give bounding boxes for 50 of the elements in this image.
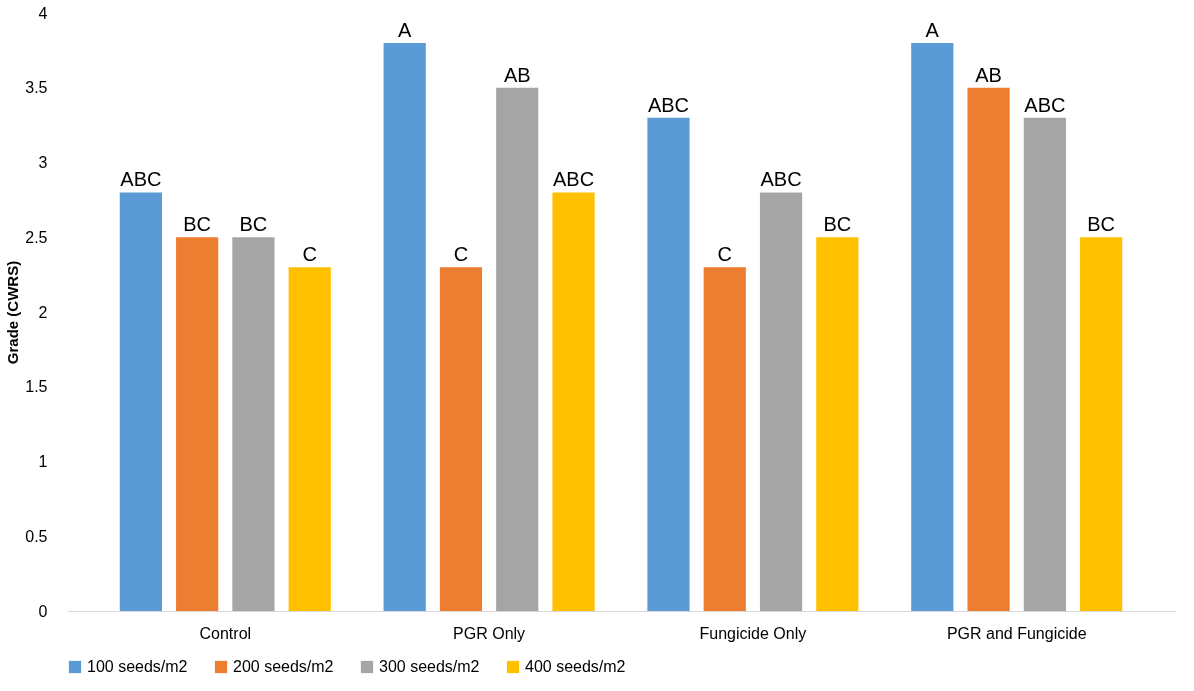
bar <box>496 87 539 611</box>
legend-label: 400 seeds/m2 <box>525 658 626 675</box>
data-label: BC <box>1087 213 1116 236</box>
data-label: ABC <box>760 168 802 191</box>
data-label: C <box>717 243 732 266</box>
y-tick-label: 4 <box>38 4 48 22</box>
bar <box>232 237 275 611</box>
data-label: A <box>398 18 412 41</box>
bar <box>1023 117 1066 611</box>
y-tick-label: 3.5 <box>25 79 48 97</box>
bar <box>911 42 954 611</box>
legend-label: 100 seeds/m2 <box>87 658 188 675</box>
y-tick-label: 3 <box>38 154 48 171</box>
bar <box>176 237 219 611</box>
data-label: AB <box>503 63 531 86</box>
bar <box>552 192 595 611</box>
bar <box>1080 237 1123 611</box>
y-tick-label: 0.5 <box>25 527 48 545</box>
x-tick-label: PGR and Fungicide <box>946 624 1087 642</box>
data-label: ABC <box>552 168 595 191</box>
legend-label: 300 seeds/m2 <box>379 658 480 675</box>
data-label: BC <box>183 213 212 236</box>
data-label: BC <box>239 213 268 236</box>
data-label: A <box>925 18 940 41</box>
data-label: ABC <box>120 168 162 191</box>
bar <box>119 192 162 611</box>
bar <box>439 267 483 611</box>
x-tick-label: Control <box>199 624 252 642</box>
data-label: C <box>453 243 469 266</box>
y-axis-title: Grade (CWRS) <box>4 260 22 365</box>
data-label: ABC <box>647 93 690 116</box>
y-tick-label: 1.5 <box>25 378 48 396</box>
y-tick-label: 1 <box>38 453 48 470</box>
y-tick-label: 0 <box>38 602 48 620</box>
bar <box>759 192 803 611</box>
bar <box>967 87 1010 611</box>
x-tick-label: Fungicide Only <box>699 624 807 642</box>
bar <box>647 117 690 611</box>
y-tick-label: 2 <box>38 303 48 321</box>
legend-label: 200 seeds/m2 <box>233 658 334 675</box>
bar <box>703 267 746 611</box>
data-label: C <box>302 243 317 266</box>
data-label: ABC <box>1024 93 1066 116</box>
bar <box>288 267 331 611</box>
x-tick-label: PGR Only <box>453 624 526 642</box>
bar <box>816 237 859 611</box>
data-label: BC <box>823 213 852 236</box>
data-label: AB <box>975 63 1002 86</box>
y-tick-label: 2.5 <box>25 228 48 246</box>
bar <box>383 42 426 611</box>
